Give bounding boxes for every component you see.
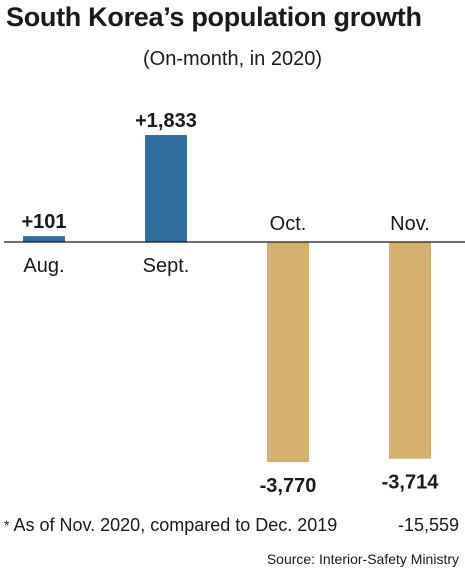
chart-subtitle: (On-month, in 2020) [143,48,322,70]
category-label-3: Nov. [390,213,430,235]
footnote-value: -15,559 [397,515,459,535]
footnote: * As of Nov. 2020, compared to Dec. 2019 [4,515,337,536]
data-label-2: -3,770 [260,475,317,497]
category-label-1: Sept. [143,255,190,277]
bars-layer [23,135,431,462]
labels-layer: +101 Aug. +1,833 Sept. Oct. -3,770 Nov. -3,714 [21,110,439,497]
bar-2 [267,242,309,462]
source-credit: Source: Interior-Safety Ministry [266,551,459,567]
category-label-2: Oct. [270,213,307,235]
bar-0 [23,236,65,242]
footnote-marker: * [4,517,10,533]
chart-title: South Korea’s population growth [6,2,422,32]
category-label-0: Aug. [23,255,64,277]
footnote-text: As of Nov. 2020, compared to Dec. 2019 [13,515,338,535]
data-label-0: +101 [21,211,66,233]
data-label-1: +1,833 [135,110,197,132]
data-label-3: -3,714 [382,472,440,494]
bar-1 [145,135,187,242]
bar-3 [389,242,431,459]
